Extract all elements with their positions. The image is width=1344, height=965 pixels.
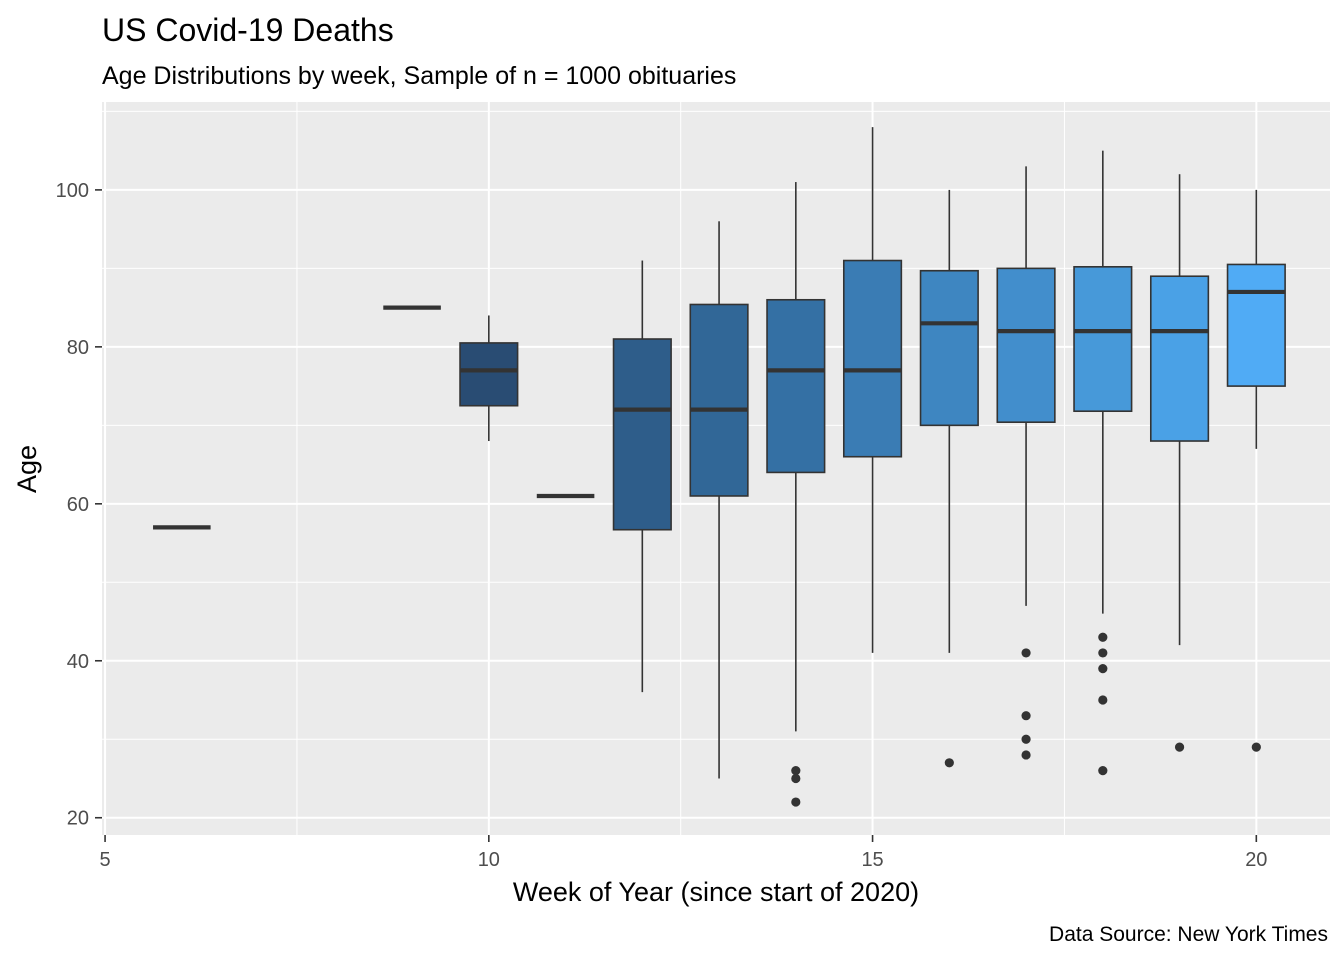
- outlier-point: [1098, 632, 1108, 642]
- outlier-point: [1098, 664, 1108, 674]
- y-tick-label: 20: [67, 808, 89, 830]
- outlier-point: [791, 773, 801, 784]
- x-tick-label: 5: [100, 849, 111, 871]
- y-tick-label: 100: [56, 180, 89, 202]
- x-axis-label: Week of Year (since start of 2020): [513, 877, 919, 907]
- box-body: [459, 342, 519, 407]
- outlier-point: [1021, 750, 1031, 760]
- y-axis-label: Age: [12, 445, 42, 493]
- outlier-point: [1251, 742, 1261, 752]
- box-week-18: [1073, 150, 1133, 776]
- chart-subtitle: Age Distributions by week, Sample of n =…: [102, 62, 736, 90]
- outlier-point: [1098, 695, 1108, 705]
- outlier-point: [1021, 711, 1031, 721]
- box-body: [1226, 263, 1286, 387]
- box-body: [919, 269, 979, 427]
- y-tick-label: 40: [67, 651, 89, 673]
- box-week-19: [1149, 174, 1210, 752]
- x-tick-label: 20: [1245, 849, 1267, 871]
- box-week-15: [842, 127, 903, 653]
- box-week-10: [459, 315, 519, 442]
- box-body: [689, 303, 749, 497]
- outlier-point: [791, 797, 801, 807]
- x-tick-label: 10: [478, 849, 500, 871]
- outlier-point: [1098, 648, 1108, 658]
- outlier-point: [944, 758, 954, 768]
- box-week-17: [996, 166, 1056, 760]
- box-week-20: [1226, 189, 1286, 752]
- box-body: [1073, 266, 1133, 413]
- outlier-point: [1098, 766, 1108, 776]
- x-tick-label: 15: [861, 849, 883, 871]
- x-axis: 5 10 15 20: [100, 835, 1267, 871]
- boxes-layer: [153, 127, 1286, 807]
- box-body: [996, 267, 1056, 423]
- chart-caption: Data Source: New York Times: [1049, 923, 1328, 946]
- outlier-point: [791, 766, 801, 776]
- box-body: [842, 259, 903, 458]
- box-body: [766, 298, 826, 474]
- outlier-point: [1021, 734, 1031, 744]
- outlier-point: [1021, 648, 1031, 658]
- box-body: [612, 338, 672, 531]
- outlier-point: [1174, 742, 1185, 752]
- chart-title: US Covid-19 Deaths: [102, 12, 394, 48]
- y-tick-label: 60: [67, 494, 89, 516]
- box-week-14: [766, 182, 826, 807]
- box-week-13: [689, 221, 749, 779]
- y-tick-label: 80: [67, 337, 89, 359]
- box-week-12: [612, 260, 672, 693]
- box-week-16: [919, 189, 979, 768]
- box-body: [1149, 275, 1210, 442]
- y-axis: 20 40 60 80 100: [56, 180, 102, 830]
